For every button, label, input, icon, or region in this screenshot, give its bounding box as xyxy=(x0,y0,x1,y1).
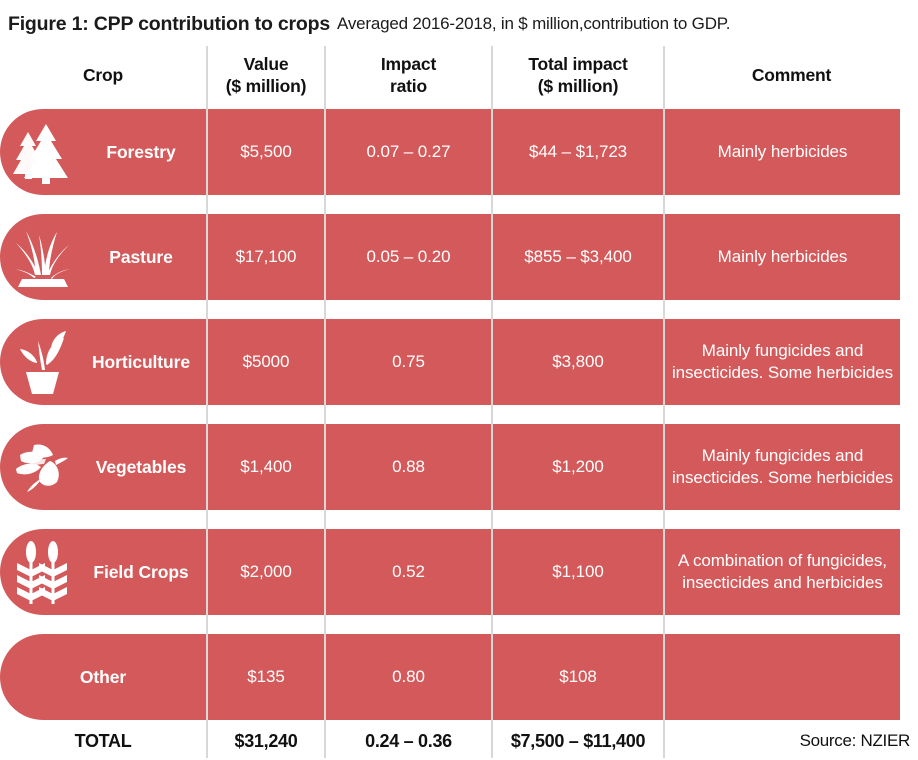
row-crop-cell: Other xyxy=(0,634,206,720)
cell-comment: Mainly herbicides xyxy=(717,141,848,161)
crop-name: Vegetables xyxy=(95,456,187,477)
cell-impact-ratio: 0.52 xyxy=(392,561,425,581)
header-value-line2: ($ million) xyxy=(225,76,307,96)
source-label: Source: NZIER xyxy=(799,731,911,750)
cell-impact-ratio: 0.88 xyxy=(392,456,425,476)
header-comment: Comment xyxy=(665,44,918,106)
row-crop-cell: Pasture xyxy=(0,214,206,300)
column-divider-4 xyxy=(663,46,665,758)
row-background xyxy=(0,529,900,615)
row-background xyxy=(0,634,900,720)
row-background xyxy=(0,424,900,510)
cell-impact-ratio: 0.05 – 0.20 xyxy=(366,246,451,266)
column-divider-2 xyxy=(324,46,326,758)
cell-total-impact: $44 – $1,723 xyxy=(528,141,628,161)
table-row: Other $135 0.80 $108 xyxy=(0,634,900,720)
header-total-line2: ($ million) xyxy=(537,76,619,96)
cell-total-impact: $1,200 xyxy=(552,456,604,476)
cell-comment xyxy=(665,634,900,720)
header-crop-label: Crop xyxy=(82,64,124,85)
table-row: Pasture $17,100 0.05 – 0.20 $855 – $3,40… xyxy=(0,214,900,300)
cell-comment: Mainly fungicides and insecticides. Some… xyxy=(671,445,894,487)
row-background xyxy=(0,319,900,405)
table-row: Field Crops $2,000 0.52 $1,100 A combina… xyxy=(0,529,900,615)
total-value: $31,240 xyxy=(234,730,298,751)
row-crop-cell: Forestry xyxy=(0,109,206,195)
cell-value: $1,400 xyxy=(240,456,292,476)
header-crop: Crop xyxy=(0,44,206,106)
wheat-stalk-icon xyxy=(0,529,84,615)
cell-impact-ratio: 0.07 – 0.27 xyxy=(366,141,451,161)
header-value-line1: Value xyxy=(243,53,289,74)
cell-total-impact: $1,100 xyxy=(552,561,604,581)
row-background xyxy=(0,109,900,195)
header-impact-ratio: Impact ratio xyxy=(326,44,491,106)
table-total-row: TOTAL $31,240 0.24 – 0.36 $7,500 – $11,4… xyxy=(0,722,918,760)
row-crop-cell: Field Crops xyxy=(0,529,206,615)
header-comment-label: Comment xyxy=(751,64,832,85)
header-value: Value ($ million) xyxy=(208,44,324,106)
cell-comment: A combination of fungicides, insecticide… xyxy=(678,550,887,592)
figure-title: Figure 1: CPP contribution to crops Aver… xyxy=(8,8,910,40)
cell-value: $135 xyxy=(247,666,285,686)
header-ratio-line1: Impact xyxy=(380,53,437,74)
total-label: TOTAL xyxy=(74,730,132,751)
crop-name: Pasture xyxy=(109,246,173,267)
beetroot-icon xyxy=(0,424,84,510)
crop-name: Field Crops xyxy=(93,561,189,582)
row-crop-cell: Vegetables xyxy=(0,424,206,510)
header-total-line1: Total impact xyxy=(528,53,628,74)
crop-name: Horticulture xyxy=(92,351,190,372)
cpp-contribution-table: Crop Value ($ million) Impact ratio Tota… xyxy=(0,44,918,760)
grass-tuft-icon xyxy=(0,214,84,300)
header-ratio-line2: ratio xyxy=(390,76,427,96)
total-total-impact: $7,500 – $11,400 xyxy=(510,730,646,751)
row-background xyxy=(0,214,900,300)
figure-title-main: Figure 1: CPP contribution to crops xyxy=(8,12,330,35)
cell-total-impact: $3,800 xyxy=(552,351,604,371)
pine-tree-icon xyxy=(0,109,84,195)
potted-plant-icon xyxy=(0,319,84,405)
cell-impact-ratio: 0.75 xyxy=(392,351,425,371)
figure-title-subtitle: Averaged 2016-2018, in $ million,contrib… xyxy=(337,14,731,33)
table-header-row: Crop Value ($ million) Impact ratio Tota… xyxy=(0,44,918,106)
cell-comment: Mainly fungicides and insecticides. Some… xyxy=(671,340,894,382)
row-crop-cell: Horticulture xyxy=(0,319,206,405)
cell-value: $2,000 xyxy=(240,561,292,581)
cell-total-impact: $855 – $3,400 xyxy=(524,246,632,266)
column-divider-1 xyxy=(206,46,208,758)
cell-value: $17,100 xyxy=(235,246,297,266)
cell-value: $5,500 xyxy=(240,141,292,161)
cell-comment: Mainly herbicides xyxy=(717,246,848,266)
table-row: Forestry $5,500 0.07 – 0.27 $44 – $1,723… xyxy=(0,109,900,195)
crop-name: Other xyxy=(79,666,127,687)
header-total-impact: Total impact ($ million) xyxy=(493,44,663,106)
table-row: Vegetables $1,400 0.88 $1,200 Mainly fun… xyxy=(0,424,900,510)
crop-name: Forestry xyxy=(106,141,176,162)
column-divider-3 xyxy=(491,46,493,758)
cell-total-impact: $108 xyxy=(559,666,597,686)
cell-value: $5000 xyxy=(242,351,290,371)
table-row: Horticulture $5000 0.75 $3,800 Mainly fu… xyxy=(0,319,900,405)
cell-impact-ratio: 0.80 xyxy=(392,666,425,686)
total-impact-ratio: 0.24 – 0.36 xyxy=(365,730,452,751)
